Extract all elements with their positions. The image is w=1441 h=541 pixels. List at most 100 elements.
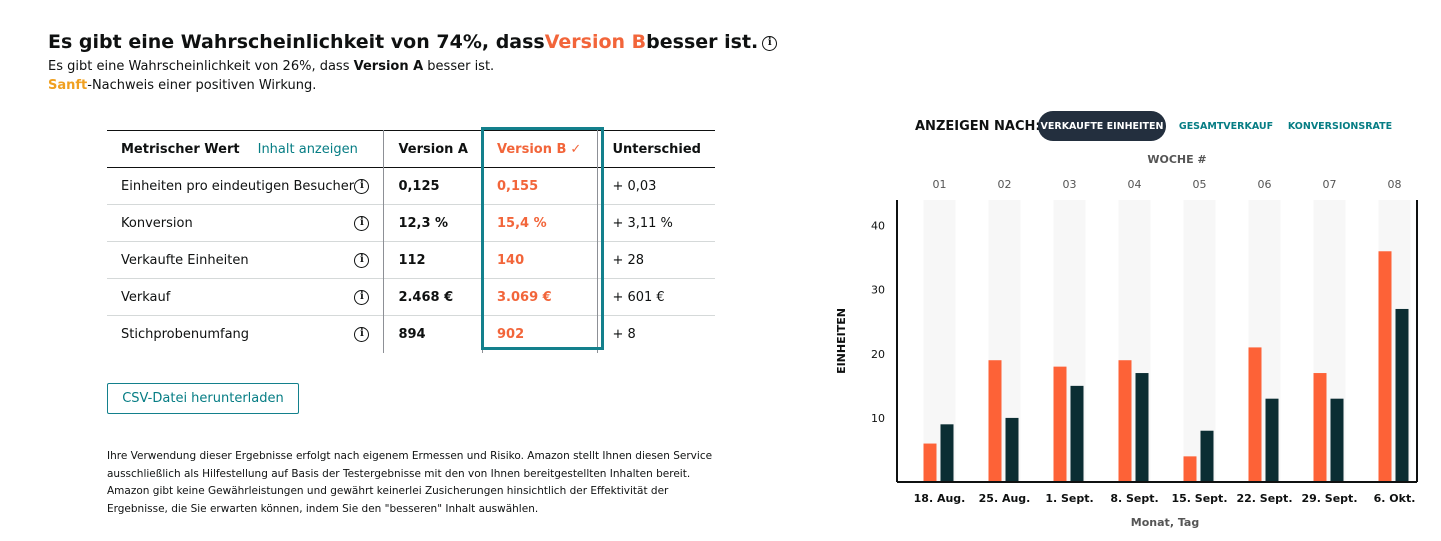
version-b-value: 3.069 € [482, 278, 599, 316]
y-tick-label: 30 [871, 284, 885, 297]
metric-name: Einheiten pro eindeutigen Besucher [121, 178, 355, 194]
difference-value: + 3,11 % [612, 215, 673, 231]
headline-suffix: besser ist. [646, 31, 759, 53]
version-a-value: 112 [383, 241, 483, 279]
tab-total-sales[interactable]: GESAMTVERKAUF [1178, 120, 1274, 132]
bar-version-a [1005, 417, 1019, 482]
bar-version-b [1313, 373, 1327, 482]
table-row: Konversion i 12,3 % 15,4 % + 3,11 % [107, 204, 715, 242]
metric-cell: Stichprobenumfang i [107, 315, 385, 353]
category-tick-label: 25. Aug. [979, 492, 1031, 505]
info-icon[interactable]: i [762, 35, 778, 51]
bar-version-a [1330, 398, 1344, 482]
version-b-value: 15,4 % [482, 204, 599, 242]
bar-version-a [940, 424, 954, 482]
bar-version-b [988, 360, 1002, 482]
week-tick-label: 08 [1388, 178, 1402, 191]
category-tick-label: 1. Sept. [1045, 492, 1093, 505]
version-b-value: 140 [482, 241, 599, 279]
week-tick-label: 01 [933, 178, 947, 191]
show-content-link[interactable]: Inhalt anzeigen [257, 141, 358, 157]
version-a-value: 894 [383, 315, 483, 353]
metric-name: Verkauf [121, 289, 171, 305]
secondary-version: Version A [353, 59, 424, 74]
y-tick-label: 40 [871, 220, 885, 233]
tab-conversion-rate[interactable]: KONVERSIONSRATE [1287, 120, 1393, 132]
bar-version-b [1118, 360, 1132, 482]
version-b-value: 0,155 [482, 167, 599, 205]
header-version-b-label: Version B [497, 141, 567, 157]
bar-version-a [1070, 385, 1084, 482]
secondary-result: Es gibt eine Wahrscheinlichkeit von 26%,… [48, 59, 494, 74]
difference-value: + 28 [612, 252, 645, 268]
info-icon[interactable]: i [354, 252, 370, 268]
download-csv-button[interactable]: CSV-Datei herunterladen [107, 383, 299, 414]
category-tick-label: 18. Aug. [914, 492, 966, 505]
header-version-a: Version A [383, 130, 483, 168]
category-tick-label: 29. Sept. [1301, 492, 1357, 505]
version-a-value: 12,3 % [383, 204, 483, 242]
bar-version-b [923, 443, 937, 482]
result-headline: Es gibt eine Wahrscheinlichkeit von 74%,… [48, 31, 778, 53]
table-header-row: Metrischer Wert Inhalt anzeigen Version A… [107, 130, 715, 168]
headline-prefix: Es gibt eine Wahrscheinlichkeit von 74%,… [48, 31, 545, 53]
tab-units-sold[interactable]: VERKAUFTE EINHEITEN [1038, 111, 1166, 141]
evidence-text: -Nachweis einer positiven Wirkung. [87, 78, 317, 93]
header-difference: Unterschied [612, 141, 701, 157]
header-metric-label: Metrischer Wert [121, 141, 240, 157]
y-tick-label: 20 [871, 348, 885, 361]
bar-version-a [1135, 373, 1149, 482]
week-tick-label: 05 [1193, 178, 1207, 191]
table-row: Verkauf i 2.468 €3.069 € + 601 € [107, 278, 715, 316]
week-tick-label: 06 [1258, 178, 1272, 191]
secondary-prefix: Es gibt eine Wahrscheinlichkeit von 26%,… [48, 59, 354, 74]
bar-version-b [1248, 347, 1262, 482]
table-row: Stichprobenumfang i 894 902 + 8 [107, 315, 715, 353]
header-version-b: Version B ✓ [482, 130, 599, 168]
metric-cell: Einheiten pro eindeutigen Besucher i [107, 167, 385, 205]
metric-cell: Konversion i [107, 204, 385, 242]
category-tick-label: 15. Sept. [1171, 492, 1227, 505]
headline-winner: Version B [544, 31, 647, 53]
table-row: Einheiten pro eindeutigen Besucher i 0,125… [107, 167, 715, 205]
disclaimer-text: Ihre Verwendung dieser Ergebnisse erfolg… [107, 450, 713, 515]
secondary-suffix: besser ist. [423, 59, 495, 74]
bar-version-b [1378, 251, 1392, 482]
info-icon[interactable]: i [354, 289, 370, 305]
header-metric: Metrischer Wert Inhalt anzeigen [107, 130, 385, 168]
difference-value: + 0,03 [612, 178, 657, 194]
bar-version-a [1395, 308, 1409, 482]
info-icon[interactable]: i [354, 178, 370, 194]
metric-name: Stichprobenumfang [121, 326, 250, 342]
bar-version-b [1053, 366, 1067, 482]
view-by-label: ANZEIGEN NACH: [915, 119, 1041, 134]
bar-version-a [1200, 430, 1214, 482]
bar-version-b [1183, 456, 1197, 482]
info-icon[interactable]: i [354, 326, 370, 342]
version-a-value: 2.468 € [383, 278, 483, 316]
difference-value: + 8 [612, 326, 636, 342]
units-bar-chart: WOCHE # EINHEITEN Monat, Tag 01 18. Aug. 02 25… [835, 153, 1418, 529]
metric-cell: Verkaufte Einheiten i [107, 241, 385, 279]
version-a-value: 0,125 [383, 167, 483, 205]
category-tick-label: 22. Sept. [1236, 492, 1292, 505]
week-tick-label: 03 [1063, 178, 1077, 191]
week-tick-label: 04 [1128, 178, 1142, 191]
y-tick-label: 10 [871, 412, 885, 425]
checkmark-icon: ✓ [570, 141, 582, 157]
bar-version-a [1265, 398, 1279, 482]
x-axis-label: Monat, Tag [1131, 516, 1199, 529]
week-tick-label: 07 [1323, 178, 1337, 191]
week-tick-label: 02 [998, 178, 1012, 191]
y-axis-label: EINHEITEN [835, 308, 848, 374]
version-b-value: 902 [482, 315, 599, 353]
evidence-level: Sanft [48, 78, 88, 93]
metrics-table: Metrischer Wert Inhalt anzeigen Version A… [107, 130, 715, 353]
table-row: Verkaufte Einheiten i 112 140 + 28 [107, 241, 715, 279]
metric-cell: Verkauf i [107, 278, 385, 316]
metric-name: Verkaufte Einheiten [121, 252, 249, 268]
info-icon[interactable]: i [354, 215, 370, 231]
evidence-line: Sanft-Nachweis einer positiven Wirkung. [48, 78, 316, 93]
category-tick-label: 6. Okt. [1374, 492, 1416, 505]
week-axis-label: WOCHE # [1147, 153, 1206, 166]
